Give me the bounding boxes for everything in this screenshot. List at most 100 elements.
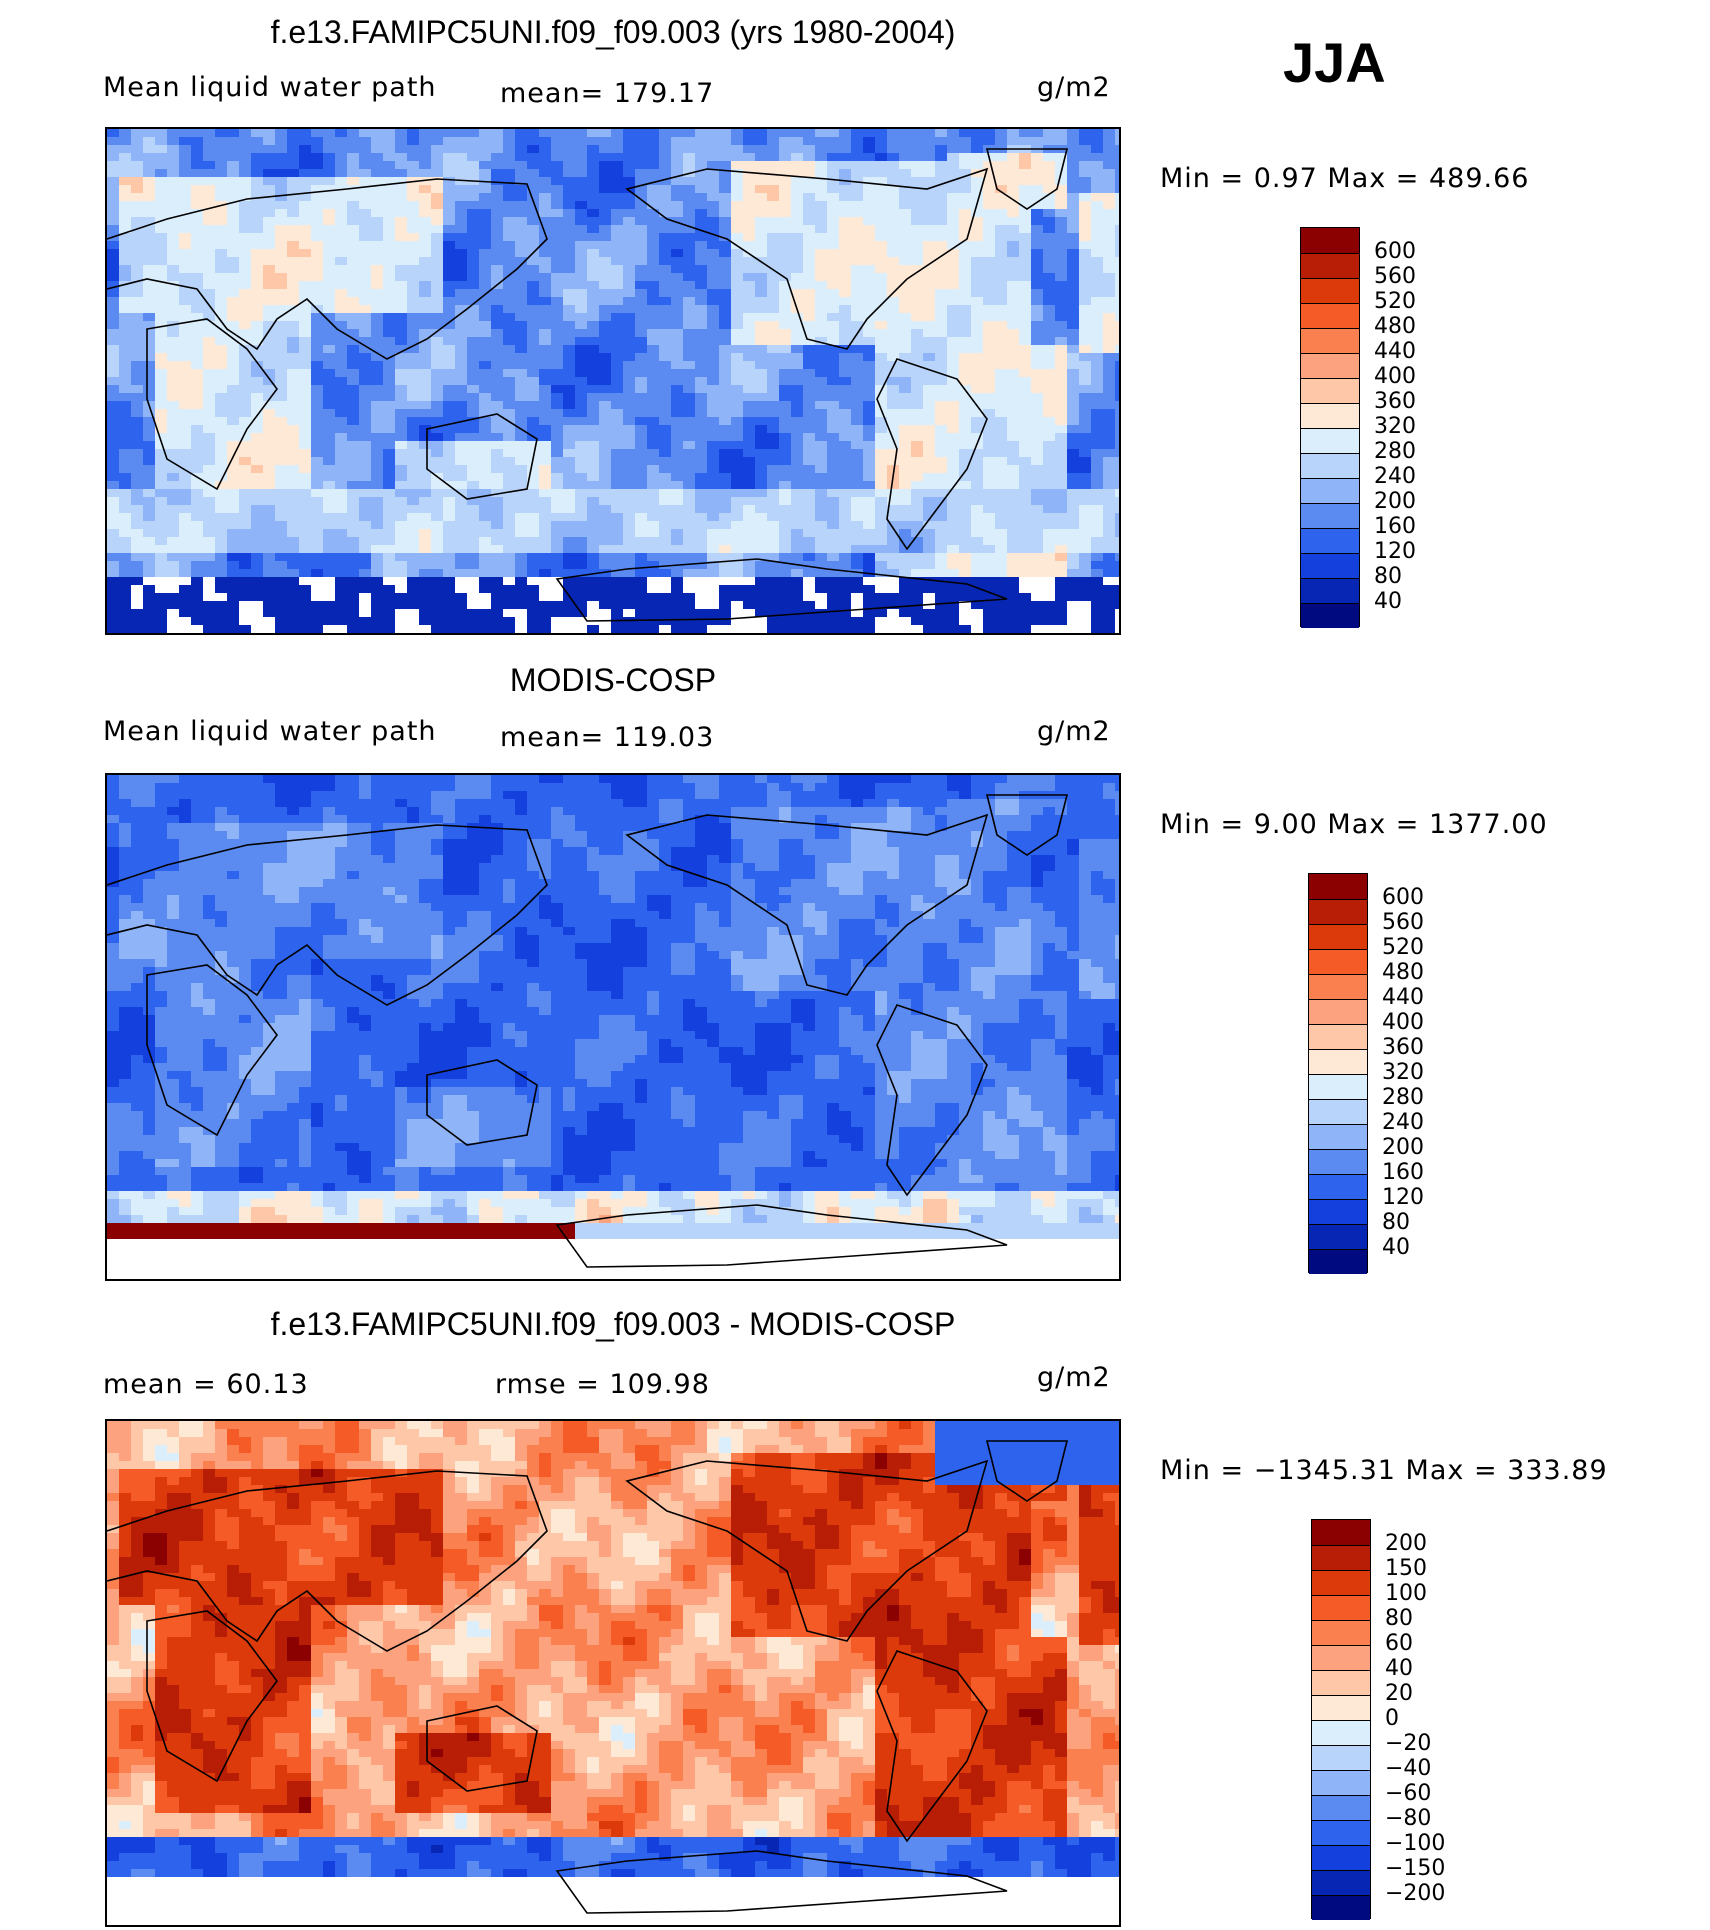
colorbar-swatch [1301,578,1359,603]
panel-1-minmax: Min = 0.97 Max = 489.66 [1160,163,1530,194]
colorbar-swatch [1309,1049,1367,1074]
colorbar-label: −150 [1385,1856,1446,1881]
colorbar-label: 160 [1374,514,1416,539]
colorbar-swatch [1301,478,1359,503]
colorbar-label: 40 [1374,589,1402,614]
colorbar-swatch [1312,1870,1370,1895]
panel-2-map [105,773,1121,1281]
colorbar-swatch [1312,1770,1370,1795]
colorbar-label: 560 [1382,910,1424,935]
colorbar-swatch [1309,924,1367,949]
colorbar-label: 120 [1382,1185,1424,1210]
colorbar-label: 320 [1374,414,1416,439]
panel-1-map [105,127,1121,635]
colorbar-swatch [1312,1595,1370,1620]
colorbar-swatch [1312,1820,1370,1845]
colorbar-label: 200 [1374,489,1416,514]
panel-3-title: f.e13.FAMIPC5UNI.f09_f09.003 - MODIS-COS… [270,1306,956,1342]
colorbar-swatch [1309,1074,1367,1099]
colorbar-swatches [1308,873,1368,1274]
colorbar-label: −200 [1385,1881,1446,1906]
colorbar-swatch [1301,528,1359,553]
colorbar-swatch [1309,974,1367,999]
colorbar-label: 40 [1382,1235,1410,1260]
colorbar-swatch [1301,228,1359,253]
panel-2-center-label: mean= 119.03 [500,722,715,753]
colorbar-swatch [1312,1645,1370,1670]
colorbar-label: −100 [1385,1831,1446,1856]
colorbar-swatch [1312,1795,1370,1820]
colorbar-swatch [1309,1149,1367,1174]
colorbar-label: 120 [1374,539,1416,564]
colorbar-label: 360 [1374,389,1416,414]
colorbar-label: 400 [1382,1010,1424,1035]
colorbar-label: 80 [1374,564,1402,589]
colorbar-swatch [1312,1570,1370,1595]
panel-2-minmax: Min = 9.00 Max = 1377.00 [1160,809,1548,840]
colorbar-swatch [1309,874,1367,899]
colorbar-swatch [1312,1520,1370,1545]
colorbar-label: 200 [1385,1531,1427,1556]
season-label: JJA [1283,31,1386,94]
colorbar-swatch [1309,1224,1367,1249]
colorbar-swatch [1312,1670,1370,1695]
panel-2-map-field [107,775,1119,1279]
colorbar-label: 200 [1382,1135,1424,1160]
colorbar-swatch [1301,278,1359,303]
panel-2-left-label: Mean liquid water path [103,716,437,747]
colorbar-label: 320 [1382,1060,1424,1085]
colorbar-swatch [1301,303,1359,328]
colorbar-swatch [1301,253,1359,278]
colorbar-label: 600 [1382,885,1424,910]
colorbar-label: 80 [1385,1606,1413,1631]
panel-1-units: g/m2 [1037,72,1111,103]
panel-1-left-label: Mean liquid water path [103,72,437,103]
panel-1-center-label: mean= 179.17 [500,78,715,109]
colorbar-swatch [1301,353,1359,378]
panel-3-map-field [107,1421,1119,1925]
colorbar-swatch [1309,899,1367,924]
colorbar-swatch [1309,1249,1367,1274]
colorbar-swatch [1309,1024,1367,1049]
colorbar-swatch [1301,403,1359,428]
colorbar-label: 100 [1385,1581,1427,1606]
colorbar-swatch [1312,1720,1370,1745]
colorbar-swatch [1301,328,1359,353]
colorbar-label: 240 [1382,1110,1424,1135]
colorbar-label: 150 [1385,1556,1427,1581]
colorbar-swatch [1309,1124,1367,1149]
colorbar-swatch [1309,949,1367,974]
colorbar-label: 560 [1374,264,1416,289]
colorbar-swatch [1312,1745,1370,1770]
colorbar-label: −40 [1385,1756,1432,1781]
panel-3-minmax: Min = −1345.31 Max = 333.89 [1160,1455,1608,1486]
colorbar-label: −80 [1385,1806,1432,1831]
colorbar-swatch [1309,999,1367,1024]
panel-2-units: g/m2 [1037,716,1111,747]
colorbar-swatch [1301,603,1359,628]
colorbar-swatch [1301,428,1359,453]
colorbar-label: 480 [1382,960,1424,985]
colorbar-label: 80 [1382,1210,1410,1235]
colorbar-label: 280 [1382,1085,1424,1110]
colorbar-label: −20 [1385,1731,1432,1756]
colorbar-swatches [1300,227,1360,628]
colorbar-label: −60 [1385,1781,1432,1806]
panel-3-units: g/m2 [1037,1362,1111,1393]
panel-3-map [105,1419,1121,1927]
colorbar-label: 440 [1374,339,1416,364]
colorbar-label: 40 [1385,1656,1413,1681]
colorbar-label: 440 [1382,985,1424,1010]
colorbar-swatch [1301,503,1359,528]
colorbar-label: 160 [1382,1160,1424,1185]
colorbar-label: 400 [1374,364,1416,389]
colorbar-swatch [1312,1545,1370,1570]
colorbar-label: 0 [1385,1706,1399,1731]
colorbar-swatch [1312,1695,1370,1720]
panel-3-center-label: rmse = 109.98 [495,1369,710,1400]
panel-1-title: f.e13.FAMIPC5UNI.f09_f09.003 (yrs 1980-2… [270,14,956,50]
colorbar-swatch [1312,1895,1370,1920]
colorbar-swatch [1312,1620,1370,1645]
colorbar-label: 600 [1374,239,1416,264]
colorbar-swatch [1312,1845,1370,1870]
